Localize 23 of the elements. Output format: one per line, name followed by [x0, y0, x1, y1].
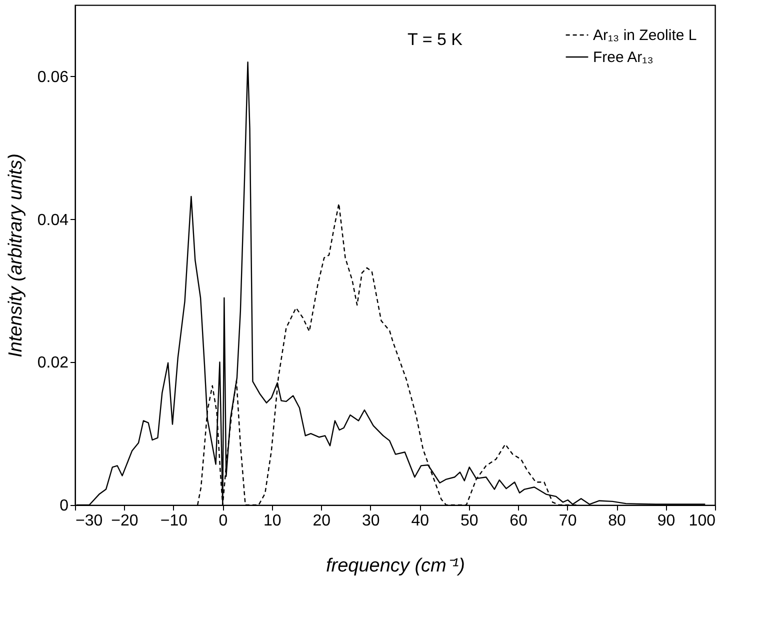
x-tick-label: 30	[362, 512, 380, 530]
y-tick-label: 0.06	[37, 68, 69, 86]
x-tick-label: 10	[264, 512, 282, 530]
x-tick-label: −20	[111, 512, 138, 530]
y-tick-label: 0.02	[37, 354, 69, 372]
annotation: T = 5 K	[408, 30, 464, 49]
legend-label: Ar₁₃ in Zeolite L	[593, 27, 697, 44]
x-tick-label: 80	[608, 512, 626, 530]
x-tick-label: 100	[688, 512, 716, 530]
y-axis-title: Intensity (arbitrary units)	[5, 154, 26, 358]
x-tick-label: −30	[76, 512, 103, 530]
x-tick-label: −10	[160, 512, 188, 530]
x-tick-label: 50	[460, 512, 478, 530]
x-tick-label: 90	[657, 512, 676, 530]
y-tick-label: 0.04	[37, 212, 69, 229]
x-axis-title: frequency (cm⁻¹)	[326, 556, 466, 576]
legend-label: Free Ar₁₃	[593, 49, 654, 66]
x-tick-label: 0	[218, 512, 228, 530]
x-tick-label: 70	[558, 512, 577, 530]
x-tick-label: 40	[411, 512, 430, 530]
x-tick-label: 60	[510, 512, 528, 530]
y-tick-label: 0	[60, 498, 69, 514]
x-tick-label: 20	[312, 512, 331, 530]
